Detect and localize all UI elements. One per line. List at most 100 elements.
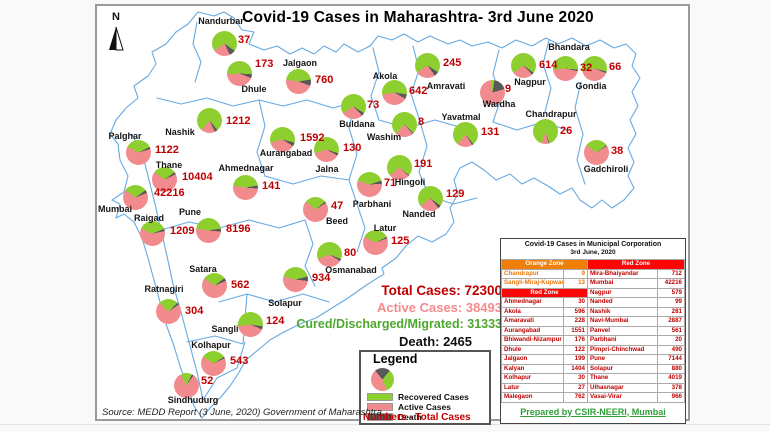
district-pie-jalna	[313, 136, 339, 162]
table-cell-name: Kalyan	[500, 363, 565, 374]
table-cell-value: 762	[563, 392, 588, 403]
table-cell-name: Ulhasnagar	[587, 382, 658, 393]
table-cell-name: Panvel	[587, 325, 658, 336]
district-pie-nagpur	[510, 52, 536, 78]
district-value-pune: 8196	[226, 223, 251, 235]
table-row: Kolhapur 30 Thane 4019	[500, 373, 686, 384]
district-value-osmanabad: 80	[344, 247, 357, 259]
table-cell-value: 122	[563, 344, 588, 355]
legend-item: Recovered Cases	[367, 392, 487, 402]
district-value-buldana: 73	[367, 99, 380, 111]
district-pie-yavatmal	[452, 121, 478, 147]
table-cell-value: 2887	[656, 316, 686, 327]
table-cell-name: Mumbai	[587, 278, 658, 289]
district-label-wardha: Wardha	[482, 99, 516, 109]
table-row: Kalyan 1404 Solapur 880	[500, 363, 686, 374]
district-value-jalgaon: 760	[315, 74, 334, 86]
table-cell-name: Kolhapur	[500, 373, 565, 384]
table-row: Malegaon 762 Vasai-Virar 966	[500, 392, 686, 403]
district-label-yavatmal: Yavatmal	[441, 112, 481, 122]
district-label-jalna: Jalna	[315, 164, 339, 174]
district-label-washim: Washim	[366, 132, 402, 142]
district-label-nandurbar: Nandurbar	[198, 16, 244, 26]
district-value-nashik: 1212	[226, 115, 251, 127]
legend-note: Numbers - Total Cases	[363, 412, 471, 423]
district-pie-osmanabad	[316, 241, 342, 267]
district-value-sangli: 124	[266, 315, 285, 327]
district-pie-jalgaon	[285, 68, 311, 94]
table-cell-value: 27	[563, 382, 588, 393]
district-label-buldana: Buldana	[339, 119, 375, 129]
table-cell-value: 378	[656, 382, 686, 393]
district-label-gondia: Gondia	[575, 81, 607, 91]
district-value-amravati: 245	[443, 57, 462, 69]
district-value-latur: 125	[391, 235, 410, 247]
table-row: Chandrapur 9 Mira-Bhaiyandar 712	[500, 268, 686, 279]
north-arrow: N	[105, 12, 127, 56]
district-pie-wardha	[479, 79, 505, 105]
district-label-pune: Pune	[178, 207, 202, 217]
district-label-kolhapur: Kolhapur	[191, 340, 231, 350]
district-value-palghar: 1122	[155, 144, 179, 156]
table-row: Aurangabad 1551 Panvel 561	[500, 325, 686, 336]
table-cell-name: Aurangabad	[500, 325, 565, 336]
district-label-bhandara: Bhandara	[548, 42, 590, 52]
table-cell-value: 880	[656, 363, 686, 374]
district-pie-dhule	[226, 60, 252, 86]
table-row: Ahmednagar 30 Nanded 99	[500, 297, 686, 308]
district-value-thane: 10404	[182, 171, 213, 183]
municipal-table-title: Covid-19 Cases in Municipal Corporation	[524, 241, 662, 248]
district-value-dhule: 173	[255, 58, 274, 70]
district-label-raigad: Raigad	[133, 213, 165, 223]
district-label-ahmednagar: Ahmednagar	[218, 163, 274, 173]
table-cell-name: Pune	[587, 354, 658, 365]
district-label-jalgaon: Jalgaon	[282, 58, 318, 68]
district-label-osmanabad: Osmanabad	[325, 265, 377, 275]
table-cell-value: 30	[563, 373, 588, 384]
table-cell-value: 20	[656, 335, 686, 346]
district-pie-aurangabad	[269, 126, 295, 152]
table-header-row: Orange Zone Red Zone	[501, 259, 685, 270]
district-value-ahmednagar: 141	[262, 180, 281, 192]
municipal-table-subtitle: 3rd June, 2020	[570, 249, 616, 256]
source-note: Source: MEDD Report (3 June, 2020) Gover…	[102, 407, 382, 418]
orange-zone-header: Orange Zone	[501, 259, 588, 270]
district-pie-thane	[151, 166, 177, 192]
legend-item-label: Active Cases	[398, 402, 451, 412]
district-value-wardha: 9	[505, 83, 512, 95]
table-cell-value: 13	[563, 278, 588, 289]
municipal-table: Orange Zone Red Zone Chandrapur 9 Mira-Bha…	[500, 259, 686, 403]
table-cell-name: Ahmednagar	[500, 297, 565, 308]
table-row: Amaravati 228 Navi-Mumbai 2887	[500, 316, 686, 327]
district-pie-satara	[201, 272, 227, 298]
district-pie-bhandara	[552, 55, 578, 81]
table-row: Latur 27 Ulhasnagar 378	[500, 382, 686, 393]
table-cell-name: Sangli-Miraj-Kupwad	[500, 278, 565, 289]
table-cell-value: 712	[656, 268, 686, 279]
table-cell-name: Latur	[500, 382, 565, 393]
table-cell-name: Vasai-Virar	[587, 392, 658, 403]
district-value-akola: 642	[409, 85, 428, 97]
district-label-chandrapur: Chandrapur	[525, 109, 577, 119]
district-pie-nashik	[196, 107, 222, 133]
district-label-dhule: Dhule	[241, 84, 267, 94]
district-pie-parbhani	[356, 171, 382, 197]
district-label-amravati: Amravati	[426, 81, 466, 91]
table-row: Sangli-Miraj-Kupwad 13 Mumbai 42216	[500, 278, 686, 289]
district-value-gondia: 66	[609, 61, 622, 73]
district-pie-buldana	[340, 93, 366, 119]
legend-item: Death	[367, 412, 487, 422]
district-label-thane: Thane	[155, 160, 183, 170]
compass-needle-icon	[109, 26, 124, 51]
district-label-nagpur: Nagpur	[514, 77, 546, 87]
table-cell-value: 579	[656, 287, 686, 298]
district-pie-nanded	[417, 185, 443, 211]
district-value-raigad: 1209	[170, 225, 195, 237]
active-swatch-icon	[367, 403, 393, 411]
table-cell-name: Amaravati	[500, 316, 565, 327]
table-cell-name: Mira-Bhaiyandar	[587, 268, 658, 279]
district-value-gadchiroli: 38	[611, 145, 624, 157]
district-pie-amravati	[414, 52, 440, 78]
table-cell-name: Bhiwandi-Nizampur	[500, 335, 565, 346]
